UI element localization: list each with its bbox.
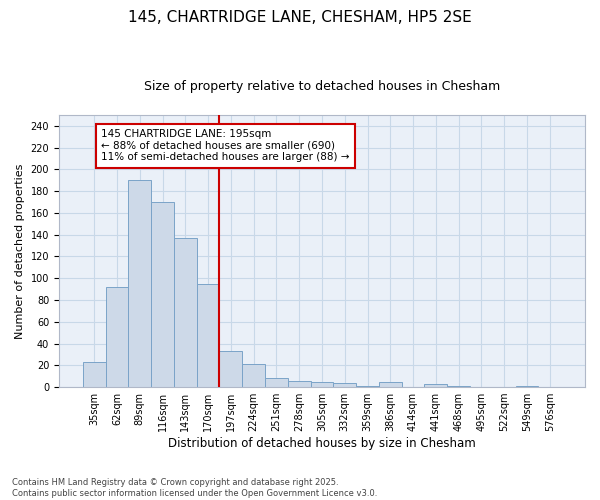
X-axis label: Distribution of detached houses by size in Chesham: Distribution of detached houses by size …: [168, 437, 476, 450]
Bar: [265, 378, 288, 387]
Bar: [424, 384, 447, 387]
Bar: [106, 287, 128, 387]
Bar: [288, 380, 311, 387]
Title: Size of property relative to detached houses in Chesham: Size of property relative to detached ho…: [144, 80, 500, 93]
Y-axis label: Number of detached properties: Number of detached properties: [15, 164, 25, 338]
Bar: [242, 364, 265, 387]
Bar: [515, 386, 538, 387]
Bar: [447, 386, 470, 387]
Bar: [174, 238, 197, 387]
Text: 145, CHARTRIDGE LANE, CHESHAM, HP5 2SE: 145, CHARTRIDGE LANE, CHESHAM, HP5 2SE: [128, 10, 472, 25]
Bar: [379, 382, 401, 387]
Text: Contains HM Land Registry data © Crown copyright and database right 2025.
Contai: Contains HM Land Registry data © Crown c…: [12, 478, 377, 498]
Bar: [151, 202, 174, 387]
Bar: [311, 382, 334, 387]
Bar: [334, 382, 356, 387]
Bar: [220, 351, 242, 387]
Bar: [83, 362, 106, 387]
Bar: [128, 180, 151, 387]
Bar: [356, 386, 379, 387]
Bar: [197, 284, 220, 387]
Text: 145 CHARTRIDGE LANE: 195sqm
← 88% of detached houses are smaller (690)
11% of se: 145 CHARTRIDGE LANE: 195sqm ← 88% of det…: [101, 129, 350, 162]
